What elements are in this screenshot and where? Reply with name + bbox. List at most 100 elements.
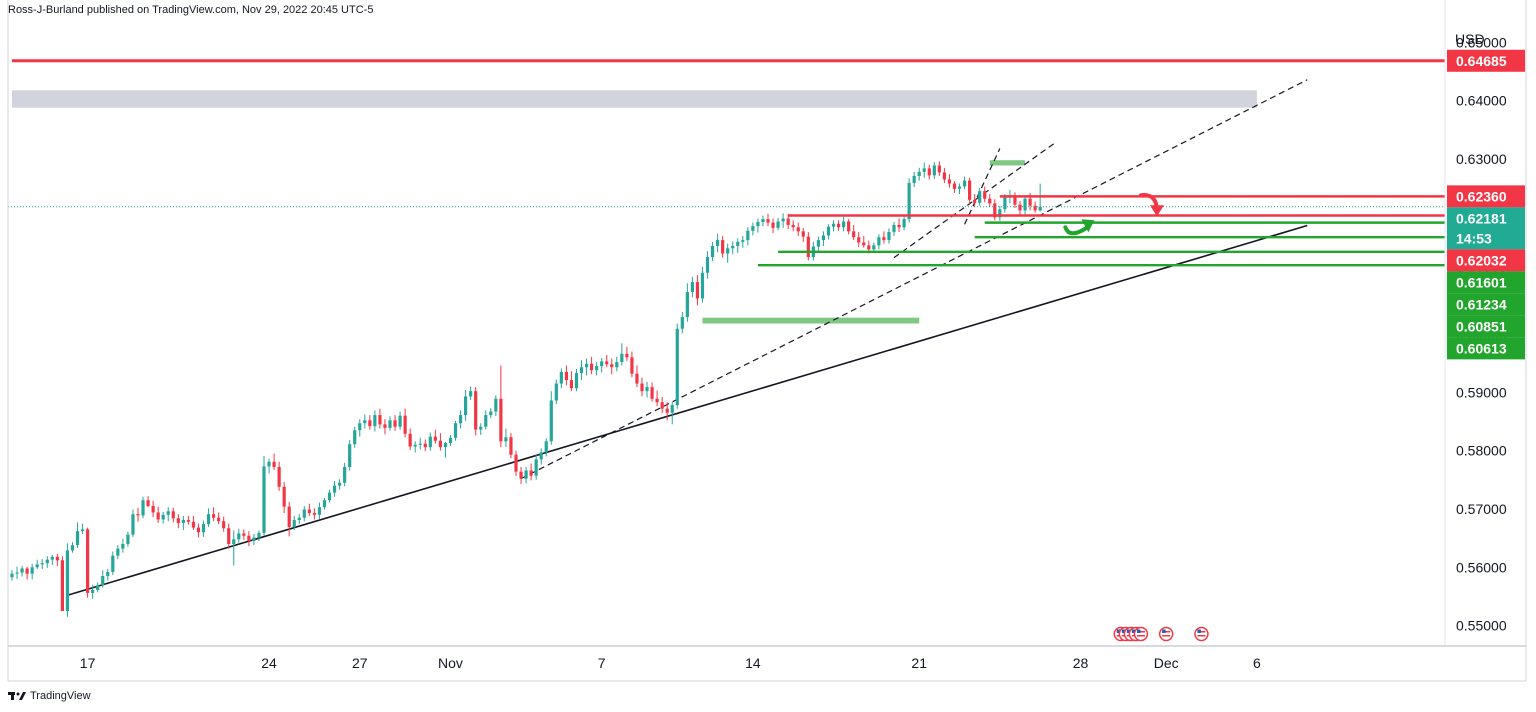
candle-body: [615, 361, 619, 368]
candle-body: [25, 568, 29, 574]
candle-body: [35, 564, 39, 568]
candle-body: [600, 361, 604, 367]
flag-canton: [1197, 629, 1201, 633]
price-label-box: [1447, 249, 1525, 272]
candle-body: [746, 230, 750, 241]
candle-body: [494, 398, 498, 412]
candle-body: [796, 227, 800, 232]
x-tick-label: Dec: [1154, 655, 1179, 671]
dashed-trendline: [964, 148, 1001, 225]
candle-body: [605, 361, 609, 365]
tradingview-logo-icon: [8, 692, 26, 700]
candle-body: [549, 400, 553, 442]
candle-body: [222, 521, 226, 529]
candle-body: [378, 415, 382, 425]
flag-stripe: [1162, 635, 1171, 637]
y-tick-label: 0.56000: [1456, 559, 1507, 575]
candle-body: [534, 459, 538, 476]
candle-body: [554, 383, 558, 401]
candle-body: [529, 470, 533, 476]
candle-body: [842, 221, 846, 228]
candle-body: [1003, 197, 1007, 210]
candle-body: [373, 415, 377, 427]
candle-body: [453, 423, 458, 438]
candle-body: [257, 532, 261, 538]
candle-body: [131, 514, 135, 535]
candle-body: [781, 218, 785, 222]
candle-body: [448, 437, 453, 444]
candle-body: [973, 199, 977, 203]
candle-body: [957, 186, 962, 189]
candle-body: [247, 535, 251, 542]
candle-body: [912, 175, 916, 183]
candle-body: [206, 514, 211, 525]
candle-body: [489, 411, 493, 416]
price-label-text: 0.60851: [1456, 318, 1507, 334]
candle-body: [695, 282, 700, 299]
candle-body: [141, 500, 145, 516]
candle-body: [867, 245, 871, 250]
price-label-text: 0.61234: [1456, 296, 1507, 312]
flag-canton: [1136, 629, 1141, 633]
candle-body: [952, 183, 957, 189]
candle-body: [171, 511, 175, 519]
flag-canton: [1162, 629, 1166, 633]
candle-body: [710, 245, 715, 258]
candle-body: [353, 430, 357, 445]
footer: TradingView: [8, 690, 91, 702]
price-label-text: 0.62360: [1456, 188, 1507, 204]
candle-body: [741, 240, 745, 242]
candle-body: [10, 573, 14, 578]
countdown-label: 14:53: [1456, 230, 1492, 246]
candle-body: [766, 219, 770, 223]
candle-body: [655, 398, 659, 403]
candle-body: [212, 514, 216, 518]
candle-body: [852, 231, 856, 238]
candle-body: [242, 533, 246, 536]
candle-body: [610, 364, 614, 368]
candle-body: [645, 387, 649, 392]
candle-body: [791, 224, 795, 228]
candle-body: [433, 436, 437, 441]
flag-stripe: [1162, 631, 1171, 633]
candle-body: [398, 415, 402, 427]
candle-body: [836, 223, 841, 228]
price-label-text: 0.60613: [1456, 340, 1507, 356]
candle-body: [55, 556, 59, 561]
candle-body: [721, 240, 725, 254]
candle-body: [413, 444, 417, 447]
candle-body: [292, 520, 296, 528]
candle-body: [625, 353, 629, 358]
candle-body: [474, 391, 478, 430]
candle-body: [564, 371, 568, 381]
candle-body: [312, 513, 316, 515]
candle-body: [146, 500, 150, 507]
candle-body: [831, 223, 836, 227]
candle-body: [801, 231, 805, 237]
candle-body: [45, 559, 49, 564]
candle-body: [821, 235, 826, 241]
us-event-flag-icon: [1133, 626, 1149, 642]
candle-body: [156, 512, 160, 520]
candle-body: [176, 518, 180, 523]
candle-body: [80, 529, 85, 532]
candle-body: [106, 571, 110, 577]
flag-stripe: [1197, 631, 1206, 633]
candle-body: [872, 245, 876, 250]
candle-body: [307, 509, 311, 514]
y-tick-label: 0.64000: [1456, 93, 1507, 109]
candle-body: [15, 572, 19, 574]
flag-stripe: [1136, 631, 1145, 633]
candle-body: [559, 371, 563, 384]
candle-body: [332, 485, 337, 493]
candle-body: [584, 363, 589, 368]
candle-body: [660, 402, 664, 409]
price-label-box: [1447, 185, 1525, 208]
candle-body: [847, 221, 851, 232]
green-zone: [989, 160, 1026, 166]
candle-body: [469, 391, 473, 397]
candle-body: [136, 514, 140, 516]
candle-body: [1018, 204, 1022, 211]
candle-body: [776, 221, 780, 228]
